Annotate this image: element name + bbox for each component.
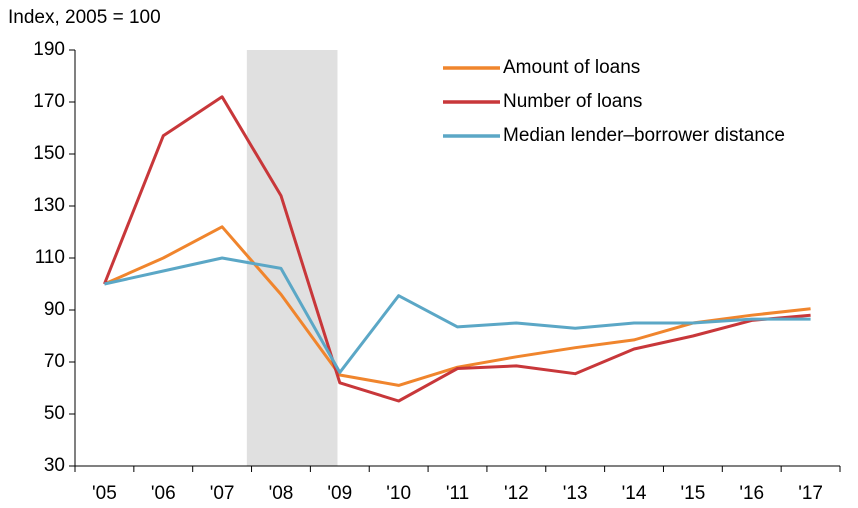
series-line <box>103 225 811 387</box>
shaded-band <box>246 50 338 466</box>
x-tick-label: '10 <box>386 483 411 504</box>
y-tick-label: 50 <box>44 403 65 424</box>
y-tick-label: 190 <box>33 39 65 60</box>
y-tick-label: 90 <box>44 299 65 320</box>
x-tick-label: '07 <box>210 483 235 504</box>
x-tick-label: '15 <box>681 483 706 504</box>
x-tick-label: '09 <box>327 483 352 504</box>
legend-label: Number of loans <box>503 91 642 112</box>
x-tick-label: '08 <box>269 483 294 504</box>
y-axis-label: Index, 2005 = 100 <box>8 7 161 28</box>
x-tick-label: '05 <box>92 483 117 504</box>
series-line <box>103 95 811 403</box>
x-tick-label: '13 <box>563 483 588 504</box>
x-tick-label: '11 <box>446 483 469 504</box>
y-tick-label: 30 <box>44 455 65 476</box>
x-tick-label: '17 <box>798 483 823 504</box>
y-tick-label: 70 <box>44 351 65 372</box>
legend-label: Median lender–borrower distance <box>503 125 785 146</box>
y-tick-label: 150 <box>33 143 65 164</box>
x-tick-label: '16 <box>739 483 764 504</box>
series-line <box>104 256 811 374</box>
x-tick-label: '06 <box>151 483 176 504</box>
y-tick-label: 170 <box>33 91 65 112</box>
x-tick-label: '14 <box>622 483 647 504</box>
x-tick-label: '12 <box>504 483 529 504</box>
y-tick-label: 110 <box>35 247 65 268</box>
y-tick-label: 130 <box>33 195 65 216</box>
legend-label: Amount of loans <box>503 57 640 78</box>
